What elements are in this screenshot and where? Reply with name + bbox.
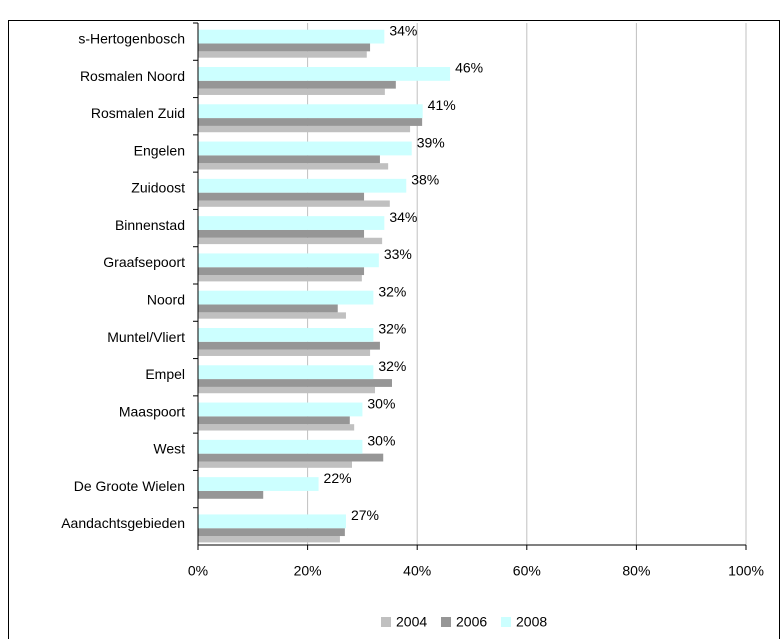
legend-swatch (381, 617, 391, 627)
bar (198, 416, 350, 425)
bar (198, 453, 384, 462)
y-tick-label: Graafsepoort (103, 254, 185, 270)
data-label: 30% (367, 433, 395, 449)
bar (198, 461, 352, 468)
y-tick-label: Engelen (134, 142, 185, 158)
bar (198, 141, 412, 156)
y-tick-label: Binnenstad (115, 217, 185, 233)
legend-swatch (441, 617, 451, 627)
bar (198, 536, 340, 543)
bar (198, 178, 407, 193)
legend-label: 2008 (516, 614, 547, 630)
data-label: 22% (324, 470, 352, 486)
y-tick-label: De Groote Wielen (74, 478, 185, 494)
bar (198, 163, 389, 170)
bar (198, 290, 374, 305)
bar (198, 514, 346, 529)
bar (198, 200, 390, 207)
y-tick-label: West (153, 441, 185, 457)
bar (198, 155, 380, 164)
data-label: 39% (417, 134, 445, 150)
bar (198, 43, 371, 52)
legend-label: 2006 (456, 614, 487, 630)
y-tick-label: Empel (145, 366, 185, 382)
bar (198, 88, 385, 95)
data-label: 46% (455, 60, 483, 76)
bar (198, 349, 371, 356)
bar (198, 402, 363, 417)
data-label: 33% (384, 246, 412, 262)
bar (198, 528, 345, 537)
legend-label: 2004 (396, 614, 427, 630)
bar (198, 66, 451, 81)
bar (198, 29, 385, 44)
bar (198, 477, 319, 491)
bar (198, 341, 380, 350)
y-tick-label: Rosmalen Zuid (91, 105, 185, 121)
y-tick-label: s-Hertogenbosch (78, 30, 185, 46)
data-label: 34% (389, 209, 417, 225)
x-tick-label: 40% (403, 563, 431, 579)
x-tick-label: 60% (513, 563, 541, 579)
bar (198, 490, 264, 499)
bar (198, 275, 362, 282)
y-tick-label: Maaspoort (119, 403, 185, 419)
bar (198, 267, 365, 276)
bar (198, 51, 367, 58)
bar (198, 216, 385, 230)
data-label: 32% (378, 283, 406, 299)
bar (198, 365, 374, 380)
data-label: 38% (411, 172, 439, 188)
data-label: 30% (367, 395, 395, 411)
y-tick-label: Zuidoost (131, 180, 185, 196)
y-tick-label: Aandachtsgebieden (61, 515, 185, 531)
y-tick-label: Muntel/Vliert (107, 329, 185, 345)
bar (198, 192, 365, 201)
data-label: 32% (378, 358, 406, 374)
x-tick-label: 100% (728, 563, 764, 579)
x-tick-label: 20% (294, 563, 322, 579)
data-label: 41% (428, 97, 456, 113)
bar (198, 237, 383, 245)
bar (198, 327, 374, 342)
bar (198, 439, 363, 454)
bar (198, 424, 355, 431)
bar (198, 312, 346, 319)
x-tick-label: 80% (622, 563, 650, 579)
y-tick-label: Noord (147, 291, 185, 307)
bar (198, 125, 411, 133)
bar (198, 379, 392, 387)
data-label: 27% (351, 507, 379, 523)
x-tick-label: 0% (188, 563, 208, 579)
bar (198, 386, 376, 394)
bar (198, 104, 423, 119)
y-tick-label: Rosmalen Noord (80, 68, 185, 84)
bar (198, 304, 338, 313)
bar (198, 118, 423, 126)
data-label: 34% (389, 22, 417, 38)
bar (198, 80, 396, 89)
bar (198, 253, 379, 268)
data-label: 32% (378, 321, 406, 337)
bar (198, 229, 365, 238)
legend-swatch (501, 617, 511, 627)
